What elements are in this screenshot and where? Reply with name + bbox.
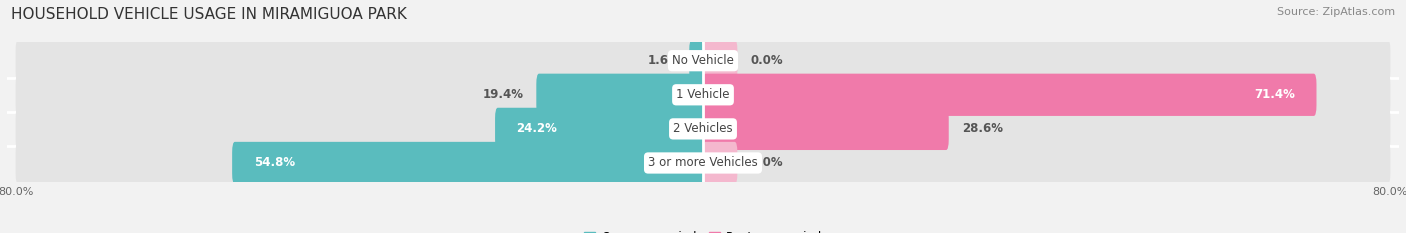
Text: 3 or more Vehicles: 3 or more Vehicles: [648, 157, 758, 169]
FancyBboxPatch shape: [15, 108, 1391, 150]
Text: Source: ZipAtlas.com: Source: ZipAtlas.com: [1277, 7, 1395, 17]
Text: 54.8%: 54.8%: [253, 157, 295, 169]
FancyBboxPatch shape: [689, 40, 703, 82]
FancyBboxPatch shape: [15, 40, 1391, 82]
Text: 71.4%: 71.4%: [1254, 88, 1295, 101]
FancyBboxPatch shape: [703, 40, 737, 82]
Text: 24.2%: 24.2%: [516, 122, 557, 135]
Text: No Vehicle: No Vehicle: [672, 54, 734, 67]
Text: 19.4%: 19.4%: [482, 88, 523, 101]
Text: HOUSEHOLD VEHICLE USAGE IN MIRAMIGUOA PARK: HOUSEHOLD VEHICLE USAGE IN MIRAMIGUOA PA…: [11, 7, 408, 22]
FancyBboxPatch shape: [232, 142, 703, 184]
FancyBboxPatch shape: [15, 142, 1391, 184]
Text: 28.6%: 28.6%: [962, 122, 1002, 135]
Text: 1.6%: 1.6%: [648, 54, 681, 67]
Text: 2 Vehicles: 2 Vehicles: [673, 122, 733, 135]
FancyBboxPatch shape: [703, 74, 1316, 116]
Legend: Owner-occupied, Renter-occupied: Owner-occupied, Renter-occupied: [579, 226, 827, 233]
Text: 1 Vehicle: 1 Vehicle: [676, 88, 730, 101]
Text: 0.0%: 0.0%: [751, 54, 783, 67]
FancyBboxPatch shape: [536, 74, 703, 116]
FancyBboxPatch shape: [15, 74, 1391, 116]
FancyBboxPatch shape: [495, 108, 703, 150]
FancyBboxPatch shape: [703, 108, 949, 150]
Text: 0.0%: 0.0%: [751, 157, 783, 169]
FancyBboxPatch shape: [703, 142, 737, 184]
